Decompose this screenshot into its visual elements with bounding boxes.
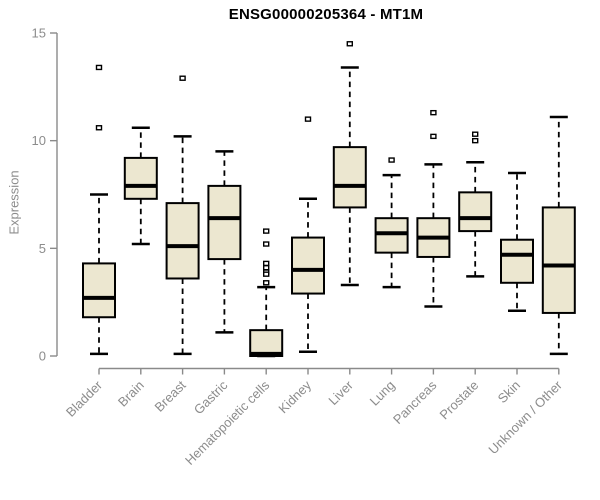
box-liver xyxy=(332,146,367,209)
box-kidney xyxy=(291,236,325,295)
box-hematopoietic-cells xyxy=(249,329,284,358)
box-unknown-other xyxy=(541,206,576,314)
outlier-point-breast xyxy=(179,75,186,81)
box-brain xyxy=(123,156,158,200)
outlier-point-liver xyxy=(346,41,353,47)
chart-title: ENSG00000205364 - MT1M xyxy=(228,6,424,23)
y-tick-label: 15 xyxy=(32,26,46,41)
y-tick-label: 5 xyxy=(39,241,46,256)
outlier-point-prostate xyxy=(472,131,479,137)
y-tick-label: 10 xyxy=(32,133,46,148)
x-tick-label-bladder: Bladder xyxy=(63,377,106,420)
outlier-point-bladder xyxy=(95,64,103,71)
box-prostate xyxy=(458,191,493,233)
x-tick-label-unknown-other: Unknown / Other xyxy=(485,377,565,457)
outlier-point-lung xyxy=(388,157,395,163)
outlier-point-kidney xyxy=(304,116,312,122)
outlier-point-pancreas xyxy=(430,109,437,116)
box-gastric xyxy=(207,184,242,261)
outlier-point-bladder xyxy=(95,125,103,131)
outlier-point-hematopoietic-cells xyxy=(263,241,270,247)
outlier-point-hematopoietic-cells xyxy=(263,228,270,234)
outlier-point-hematopoietic-cells xyxy=(263,260,270,267)
x-tick-label-pancreas: Pancreas xyxy=(390,377,440,427)
x-tick-label-kidney: Kidney xyxy=(275,377,314,416)
box-breast xyxy=(165,202,200,280)
box-lung xyxy=(374,217,409,254)
y-tick-label: 0 xyxy=(39,349,46,364)
outlier-point-pancreas xyxy=(430,133,437,140)
outlier-point-prostate xyxy=(472,137,479,144)
x-tick-label-prostate: Prostate xyxy=(436,378,481,423)
x-tick-label-brain: Brain xyxy=(115,378,147,410)
x-tick-label-liver: Liver xyxy=(325,377,356,408)
x-tick-label-lung: Lung xyxy=(367,378,398,409)
x-tick-label-gastric: Gastric xyxy=(191,377,231,417)
x-tick-label-skin: Skin xyxy=(495,378,523,406)
x-tick-label-breast: Breast xyxy=(152,377,189,414)
outlier-point-hematopoietic-cells xyxy=(263,271,270,277)
box-bladder xyxy=(82,262,116,319)
outlier-point-hematopoietic-cells xyxy=(263,265,270,271)
box-skin xyxy=(500,238,534,284)
outlier-point-hematopoietic-cells xyxy=(263,280,270,286)
